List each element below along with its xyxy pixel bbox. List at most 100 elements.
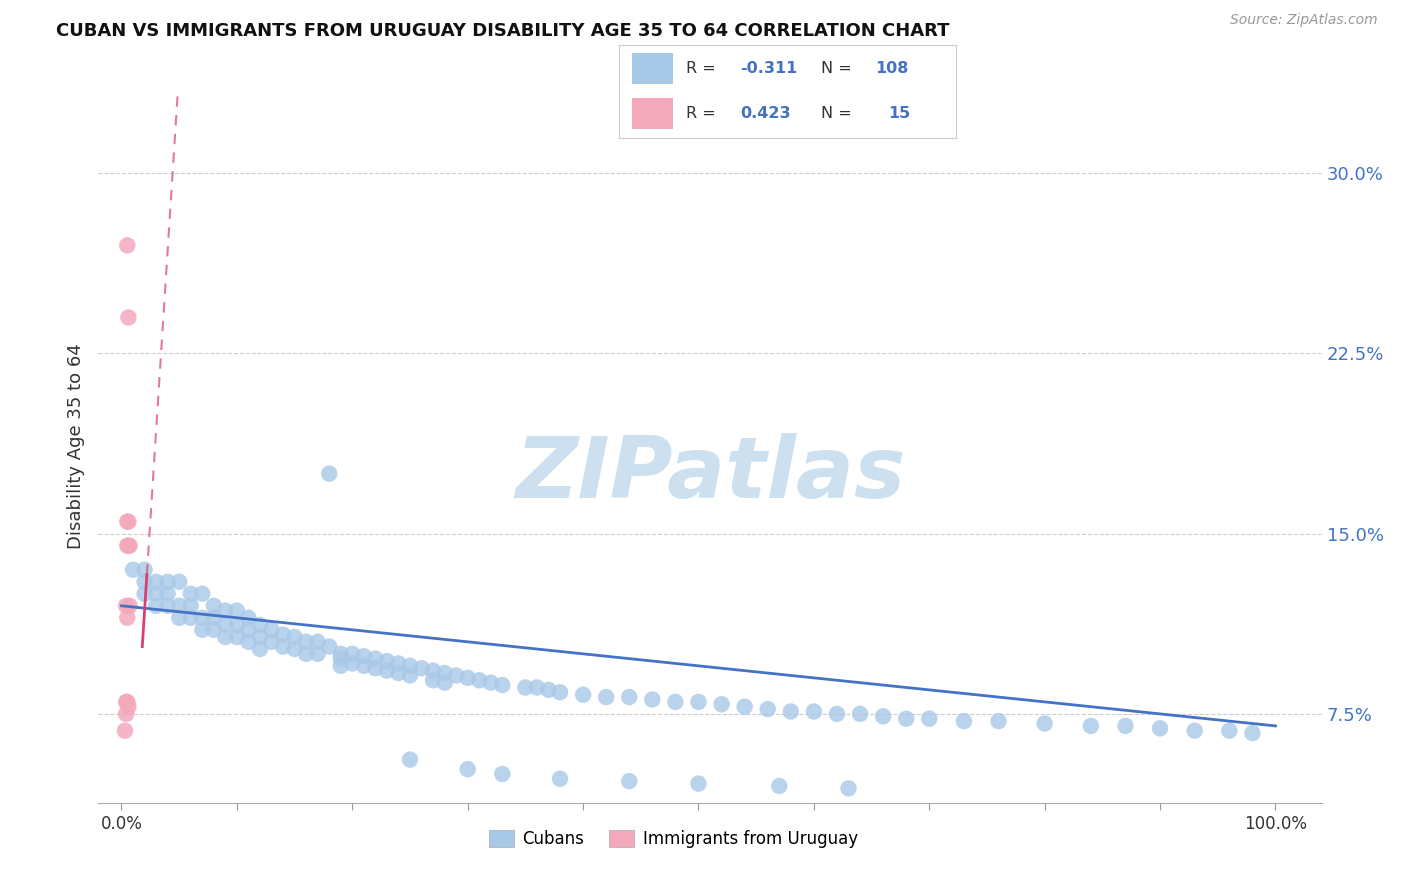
Point: [115, 706, 138, 721]
Point: [167, 574, 190, 589]
Legend: Cubans, Immigrants from Uruguay: Cubans, Immigrants from Uruguay: [482, 823, 865, 855]
Point: [134, 563, 156, 577]
Point: [1241, 726, 1264, 740]
Point: [271, 640, 294, 654]
Point: [271, 627, 294, 641]
Point: [515, 681, 537, 695]
Point: [1218, 723, 1240, 738]
FancyBboxPatch shape: [633, 53, 672, 84]
Point: [619, 690, 641, 704]
Point: [342, 647, 364, 661]
Point: [180, 611, 202, 625]
Point: [214, 630, 236, 644]
Point: [122, 563, 145, 577]
Point: [375, 654, 398, 668]
Point: [768, 779, 790, 793]
Text: N =: N =: [821, 106, 858, 121]
Point: [284, 630, 307, 644]
Point: [117, 611, 139, 625]
Point: [491, 767, 513, 781]
Point: [688, 776, 710, 790]
Y-axis label: Disability Age 35 to 64: Disability Age 35 to 64: [66, 343, 84, 549]
Point: [479, 675, 502, 690]
Point: [641, 692, 664, 706]
Point: [214, 618, 236, 632]
Text: 0.423: 0.423: [740, 106, 790, 121]
Text: R =: R =: [686, 61, 721, 76]
Point: [191, 611, 214, 625]
Point: [779, 705, 801, 719]
Point: [387, 657, 409, 671]
Point: [117, 238, 139, 252]
Point: [238, 635, 260, 649]
Point: [444, 668, 467, 682]
Point: [117, 699, 139, 714]
Point: [953, 714, 976, 728]
Point: [526, 681, 548, 695]
Point: [307, 635, 329, 649]
Point: [872, 709, 894, 723]
Point: [260, 635, 283, 649]
Point: [1184, 723, 1206, 738]
Point: [249, 630, 271, 644]
Point: [249, 642, 271, 657]
Point: [202, 623, 225, 637]
Point: [987, 714, 1010, 728]
Point: [145, 599, 167, 613]
Point: [849, 706, 872, 721]
Point: [134, 574, 156, 589]
Point: [202, 599, 225, 613]
Text: CUBAN VS IMMIGRANTS FROM URUGUAY DISABILITY AGE 35 TO 64 CORRELATION CHART: CUBAN VS IMMIGRANTS FROM URUGUAY DISABIL…: [56, 22, 949, 40]
Point: [896, 712, 918, 726]
Text: N =: N =: [821, 61, 858, 76]
Point: [457, 671, 479, 685]
Point: [134, 587, 156, 601]
Point: [191, 623, 214, 637]
Point: [353, 649, 375, 664]
Point: [329, 647, 352, 661]
Point: [117, 515, 139, 529]
Text: ZIPatlas: ZIPatlas: [515, 433, 905, 516]
Point: [710, 698, 733, 712]
Point: [803, 705, 825, 719]
Point: [329, 658, 352, 673]
Point: [114, 723, 136, 738]
Point: [572, 688, 595, 702]
Point: [167, 599, 190, 613]
Point: [342, 657, 364, 671]
Point: [238, 623, 260, 637]
Point: [619, 774, 641, 789]
Point: [1080, 719, 1102, 733]
Point: [115, 599, 138, 613]
Point: [249, 618, 271, 632]
Point: [117, 539, 139, 553]
Point: [918, 712, 941, 726]
Point: [225, 630, 247, 644]
Point: [595, 690, 617, 704]
Point: [260, 623, 283, 637]
Point: [117, 515, 139, 529]
Point: [399, 668, 422, 682]
Point: [422, 664, 444, 678]
Point: [537, 682, 560, 697]
Point: [387, 666, 409, 681]
Point: [734, 699, 756, 714]
Point: [375, 664, 398, 678]
Point: [329, 651, 352, 665]
Point: [837, 781, 859, 796]
Point: [664, 695, 686, 709]
Point: [238, 611, 260, 625]
Point: [411, 661, 433, 675]
Point: [688, 695, 710, 709]
Point: [364, 651, 387, 665]
Point: [167, 611, 190, 625]
Point: [457, 762, 479, 776]
Point: [145, 574, 167, 589]
Point: [156, 587, 179, 601]
Text: 15: 15: [889, 106, 911, 121]
Point: [117, 310, 139, 325]
Point: [399, 753, 422, 767]
Text: R =: R =: [686, 106, 721, 121]
Point: [180, 587, 202, 601]
Point: [307, 647, 329, 661]
